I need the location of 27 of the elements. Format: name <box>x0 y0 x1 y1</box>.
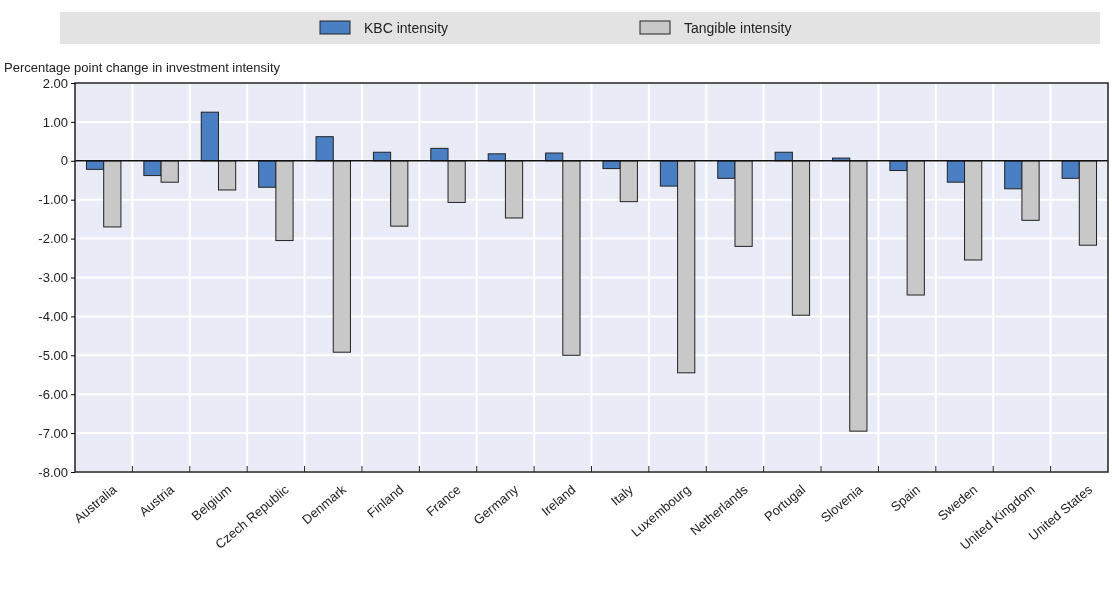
y-axis-title: Percentage point change in investment intensity <box>4 60 281 75</box>
y-tick-label: -3.00 <box>38 270 68 286</box>
bar <box>447 160 466 203</box>
bar <box>504 160 524 219</box>
bar <box>849 160 868 432</box>
y-tick-label: 2.00 <box>42 75 68 91</box>
bar <box>332 160 351 353</box>
bar <box>562 160 581 356</box>
y-tick-label: -6.00 <box>38 386 68 402</box>
bar <box>200 111 219 162</box>
bar <box>545 152 564 162</box>
y-tick-label: -2.00 <box>38 231 68 247</box>
y-tick-label: -8.00 <box>38 464 68 480</box>
bar <box>315 136 334 162</box>
y-tick-label: -4.00 <box>38 309 68 325</box>
y-tick-label: 0 <box>60 153 68 169</box>
x-tick-label: Italy <box>608 481 637 509</box>
bar <box>217 160 237 191</box>
y-tick-label: 1.00 <box>42 114 68 130</box>
legend-label: Tangible intensity <box>684 20 792 36</box>
bar <box>390 160 409 227</box>
y-tick-label: -7.00 <box>38 425 68 441</box>
y-tick-label: -5.00 <box>38 347 68 363</box>
y-tick-label: -1.00 <box>38 192 68 208</box>
bar <box>791 160 811 316</box>
legend-label: KBC intensity <box>364 20 449 36</box>
bar <box>430 147 449 162</box>
